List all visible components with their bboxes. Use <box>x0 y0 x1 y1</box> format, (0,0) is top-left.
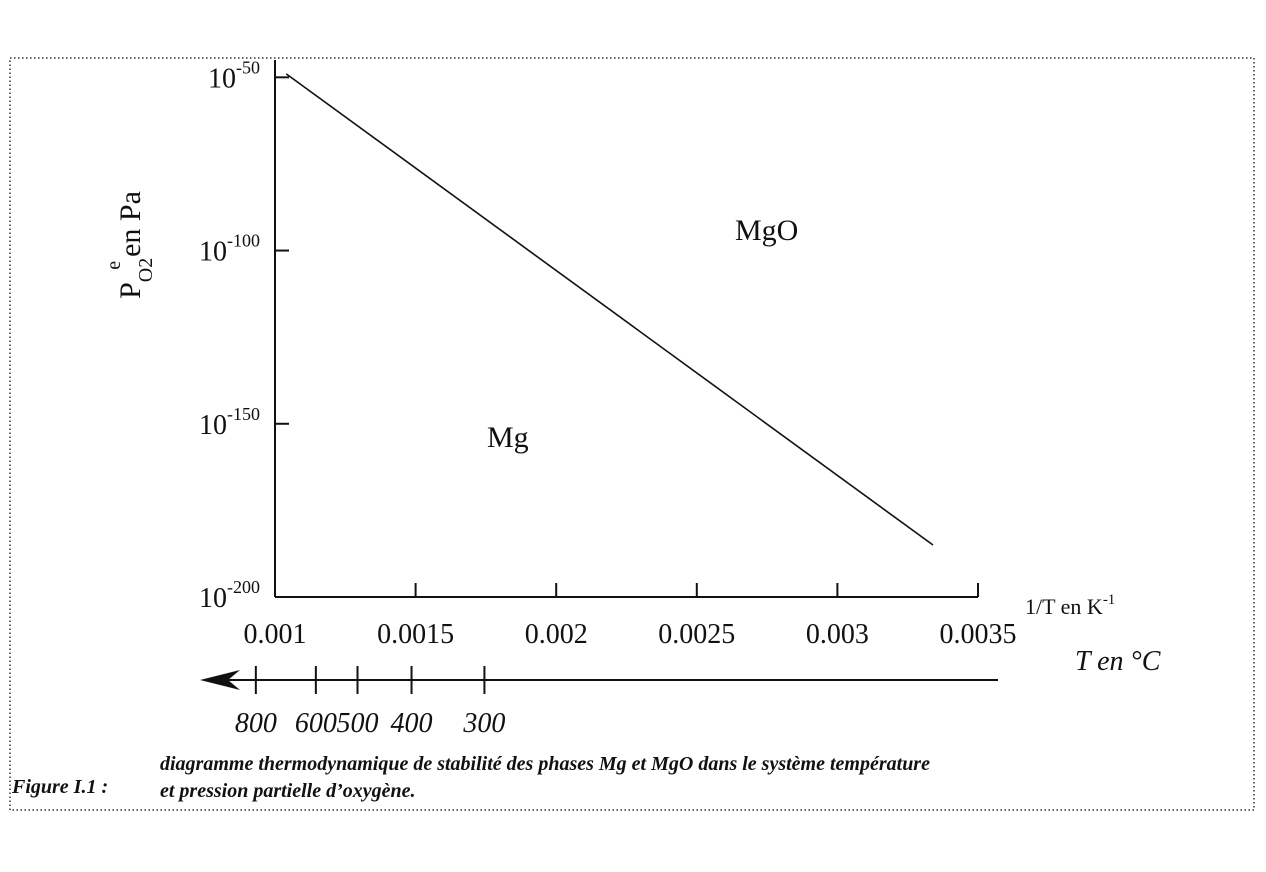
y-label-sub: O2 <box>135 258 157 282</box>
y-tick-label: 10-50 <box>208 57 260 94</box>
y-axis-title: PO2 e en Pa <box>103 191 157 299</box>
y-tick-label: 10-100 <box>199 231 260 268</box>
caption-label: Figure I.1 : <box>11 776 108 798</box>
region-label: Mg <box>487 421 529 454</box>
t-axis-title: T en °C <box>1075 646 1161 677</box>
y-label-sup: e <box>103 261 125 270</box>
y-label-rest: en Pa <box>114 191 147 257</box>
frame <box>9 57 1255 811</box>
x-tick-label: 0.0015 <box>377 619 454 650</box>
y-tick-label: 10-150 <box>199 404 260 441</box>
x-tick-label: 0.001 <box>244 619 307 650</box>
t-tick-label: 400 <box>391 708 433 739</box>
caption-line: diagramme thermodynamique de stabilité d… <box>160 753 930 775</box>
x-axis-title: 1/T en K-1 <box>1025 592 1115 619</box>
t-tick-label: 300 <box>462 708 505 739</box>
t-axis-arrow <box>200 670 240 690</box>
region-label: MgO <box>735 214 798 247</box>
x-tick-label: 0.003 <box>806 619 869 650</box>
t-tick-label: 600 <box>295 708 337 739</box>
t-tick-label: 500 <box>337 708 379 739</box>
x-label: 1/T en K <box>1025 594 1103 619</box>
x-tick-label: 0.0035 <box>940 619 1017 650</box>
y-tick-label: 10-200 <box>199 577 260 614</box>
t-tick-label: 800 <box>235 708 277 739</box>
x-label-sup: -1 <box>1103 592 1116 608</box>
line <box>285 73 934 546</box>
caption-line: et pression partielle d’oxygène. <box>160 780 416 802</box>
x-tick-label: 0.0025 <box>658 619 735 650</box>
x-tick-label: 0.002 <box>525 619 588 650</box>
y-label: P <box>114 282 147 299</box>
